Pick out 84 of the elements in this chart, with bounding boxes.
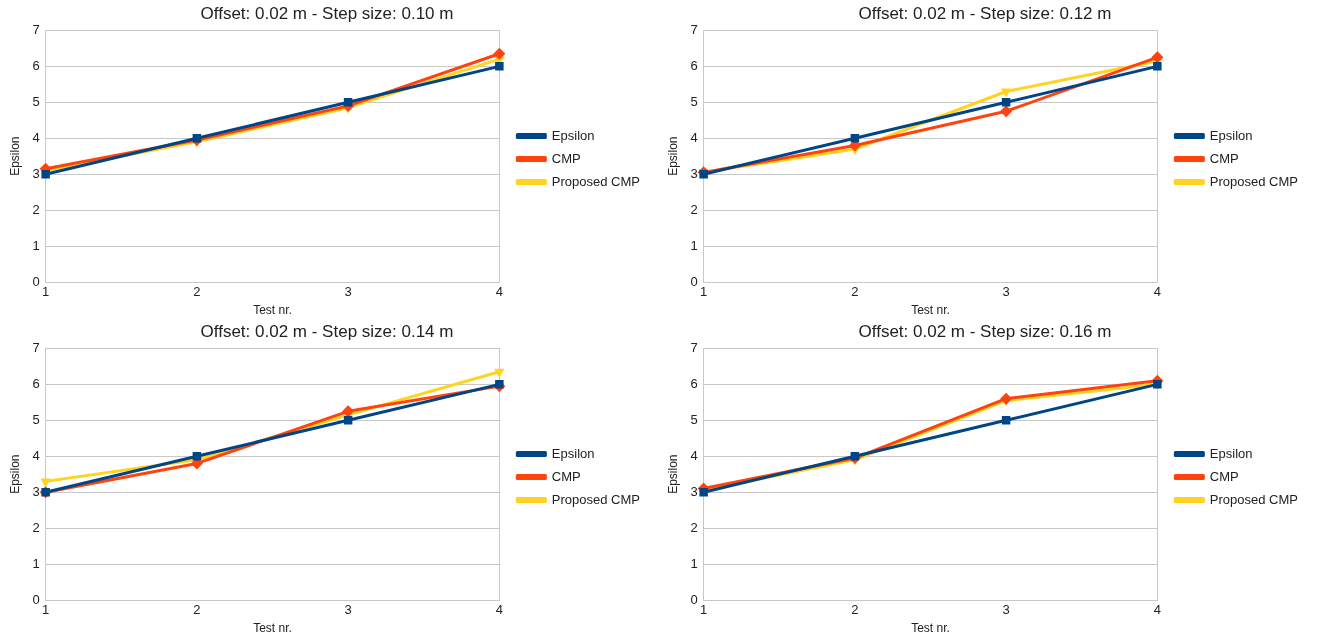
y-tick-label: 2 [32, 519, 40, 535]
y-tick-label: 1 [690, 237, 698, 253]
x-tick-label: 4 [495, 602, 503, 618]
legend-label: Proposed CMP [551, 173, 641, 189]
x-axis-title: Test nr. [253, 303, 292, 318]
y-tick-label: 5 [690, 93, 698, 109]
x-tick-label: 3 [1002, 284, 1010, 300]
legend-label: CMP [1209, 150, 1239, 166]
x-tick-label: 1 [700, 284, 708, 300]
x-tick-label: 4 [1153, 284, 1161, 300]
y-tick-label: 0 [32, 273, 40, 289]
legend-label: Proposed CMP [1209, 173, 1299, 189]
point [1153, 62, 1162, 71]
x-axis-title: Test nr. [911, 621, 950, 636]
y-tick-label: 4 [32, 129, 40, 145]
x-tick-label: 3 [1002, 602, 1010, 618]
y-tick-label: 4 [690, 447, 698, 463]
y-tick-label: 6 [690, 57, 698, 73]
point [1001, 98, 1011, 107]
x-tick-label: 2 [851, 284, 859, 300]
y-tick-label: 1 [690, 555, 698, 571]
y-tick-label: 0 [32, 591, 40, 607]
y-tick-label: 2 [32, 201, 40, 217]
point [494, 368, 505, 378]
x-tick-label: 4 [1153, 602, 1161, 618]
x-tick-label: 3 [344, 284, 352, 300]
chart-title: Offset: 0.02 m - Step size: 0.14 m [200, 321, 454, 341]
legend-label: Epsilon [551, 445, 595, 461]
y-tick-label: 6 [32, 375, 40, 391]
x-tick-label: 1 [42, 284, 50, 300]
x-tick-label: 2 [193, 602, 201, 618]
legend-label: Epsilon [1209, 127, 1253, 143]
x-tick-label: 3 [344, 602, 352, 618]
point [343, 416, 353, 425]
y-axis-title: Epsilon [7, 454, 22, 494]
y-tick-label: 1 [32, 555, 40, 571]
y-tick-label: 2 [690, 201, 698, 217]
chart-title: Offset: 0.02 m - Step size: 0.10 m [200, 3, 454, 23]
x-tick-label: 2 [851, 602, 859, 618]
y-tick-label: 4 [32, 447, 40, 463]
y-tick-label: 7 [690, 21, 698, 37]
point [1000, 105, 1013, 118]
point [1001, 416, 1011, 425]
x-tick-label: 2 [193, 284, 201, 300]
legend-label: Epsilon [1209, 445, 1253, 461]
y-tick-label: 7 [690, 339, 698, 355]
y-tick-label: 4 [690, 129, 698, 145]
legend-label: Proposed CMP [551, 491, 641, 507]
y-tick-label: 6 [690, 375, 698, 391]
legend-label: CMP [1209, 468, 1239, 484]
chart-title: Offset: 0.02 m - Step size: 0.16 m [858, 321, 1112, 341]
y-axis-title: Epsilon [665, 454, 680, 494]
y-tick-label: 3 [32, 483, 40, 499]
y-tick-label: 7 [32, 21, 40, 37]
x-axis-title: Test nr. [911, 303, 950, 318]
legend-label: CMP [551, 150, 581, 166]
y-tick-label: 3 [690, 483, 698, 499]
chart-title: Offset: 0.02 m - Step size: 0.12 m [858, 3, 1112, 23]
y-tick-label: 7 [32, 339, 40, 355]
x-tick-label: 1 [42, 602, 50, 618]
point [493, 47, 506, 60]
x-axis-title: Test nr. [253, 621, 292, 636]
y-tick-label: 3 [32, 165, 40, 181]
point [343, 98, 353, 107]
y-tick-label: 3 [690, 165, 698, 181]
point [40, 478, 51, 488]
x-tick-label: 4 [495, 284, 503, 300]
point [495, 62, 504, 71]
y-tick-label: 5 [32, 93, 40, 109]
y-tick-label: 1 [32, 237, 40, 253]
point [1000, 392, 1013, 405]
y-tick-label: 0 [690, 273, 698, 289]
y-axis-title: Epsilon [7, 136, 22, 176]
y-axis-title: Epsilon [665, 136, 680, 176]
y-tick-label: 2 [690, 519, 698, 535]
point [495, 380, 504, 389]
y-tick-label: 0 [690, 591, 698, 607]
y-tick-label: 5 [690, 411, 698, 427]
legend-label: Proposed CMP [1209, 491, 1299, 507]
legend-label: CMP [551, 468, 581, 484]
x-tick-label: 1 [700, 602, 708, 618]
y-tick-label: 5 [32, 411, 40, 427]
legend-label: Epsilon [551, 127, 595, 143]
y-tick-label: 6 [32, 57, 40, 73]
